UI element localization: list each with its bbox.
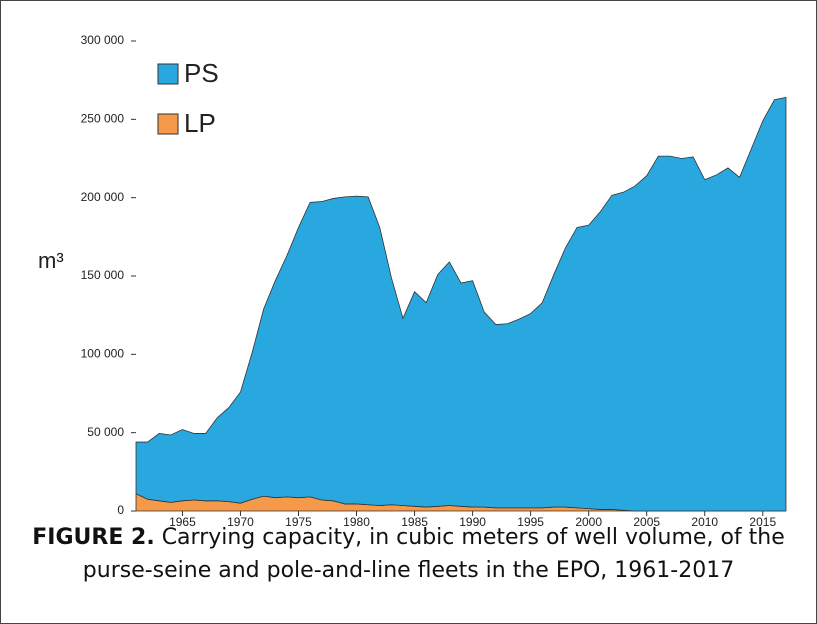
x-tick-label: 1985 [401,515,428,529]
caption-label: FIGURE 2. [32,525,155,550]
x-tick-label: 2005 [633,515,660,529]
caption-text: Carrying capacity, in cubic meters of we… [82,525,785,583]
caption: FIGURE 2. Carrying capacity, in cubic me… [0,521,817,587]
legend-label: LP [184,108,216,138]
x-tick-label: 1995 [517,515,544,529]
x-tick-label: 1990 [459,515,486,529]
y-axis-label: m³ [38,248,64,273]
area [135,96,787,512]
y-tick-label: 200 000 [81,190,125,204]
x-tick-label: 2010 [691,515,718,529]
y-tick-label: 300 000 [81,33,125,47]
y-tick-label: 0 [117,503,124,517]
x-tick-label: 1975 [285,515,312,529]
x-tick-label: 1980 [343,515,370,529]
legend-swatch [157,113,179,135]
legend-swatch [157,63,179,85]
x-tick-label: 1970 [227,515,254,529]
x-tick-label: 2015 [749,515,776,529]
y-tick-label: 150 000 [81,268,125,282]
y-tick-label: 50 000 [87,425,124,439]
y-tick-label: 250 000 [81,112,125,126]
x-tick-label: 2000 [575,515,602,529]
x-tick-label: 1965 [169,515,196,529]
legend-label: PS [184,58,219,88]
y-tick-label: 100 000 [81,347,125,361]
